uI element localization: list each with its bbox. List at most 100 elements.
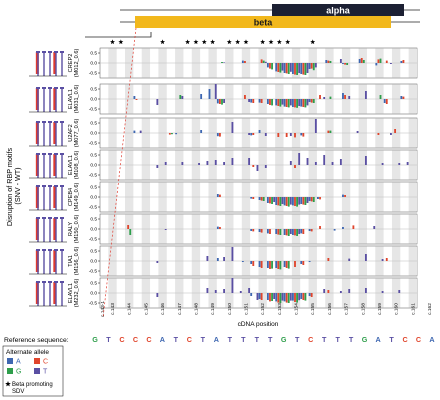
motif-logo-letter bbox=[43, 154, 45, 178]
bar bbox=[291, 197, 294, 206]
bar bbox=[260, 261, 263, 268]
panel-rbp-name: TIA1 bbox=[68, 255, 74, 267]
reference-base: T bbox=[335, 335, 340, 344]
motif-logo-letter bbox=[49, 186, 51, 210]
bar bbox=[296, 229, 298, 236]
bar bbox=[329, 130, 332, 133]
bar bbox=[344, 95, 346, 99]
bar bbox=[256, 165, 259, 171]
motif-logo-letter bbox=[43, 218, 45, 242]
motif-logo-letter bbox=[49, 250, 51, 274]
bar bbox=[298, 153, 301, 165]
alpha-isoform-bar bbox=[272, 4, 404, 16]
bar bbox=[342, 63, 344, 64]
motif-logo-letter bbox=[43, 88, 45, 112]
bar bbox=[271, 261, 273, 269]
bar bbox=[260, 293, 263, 300]
bar bbox=[342, 194, 344, 197]
bar bbox=[283, 63, 286, 73]
bar bbox=[317, 197, 319, 199]
bar bbox=[310, 293, 313, 297]
bar bbox=[381, 291, 384, 293]
bar bbox=[206, 161, 209, 165]
y-tick-label: -0.5 bbox=[89, 237, 98, 243]
motif-logo-letter bbox=[37, 88, 39, 112]
bar bbox=[250, 197, 253, 199]
bar bbox=[289, 161, 292, 165]
bar bbox=[266, 261, 269, 268]
motif-logo-letter bbox=[55, 88, 57, 112]
bar bbox=[294, 165, 296, 168]
bar bbox=[231, 247, 234, 261]
bar bbox=[364, 288, 367, 293]
beta-promoting-star bbox=[226, 39, 232, 45]
panel-rbp-label: CPEB4(M149_0.6) bbox=[68, 183, 80, 212]
bar bbox=[214, 84, 217, 99]
motif-logo-letter bbox=[37, 282, 39, 306]
y-tick-label: 0.5 bbox=[90, 249, 97, 255]
bar bbox=[344, 63, 346, 65]
motif-logo bbox=[29, 153, 67, 179]
bar bbox=[181, 162, 184, 165]
bar bbox=[285, 229, 288, 236]
bar bbox=[219, 227, 221, 229]
panel-motif-id: (M156_0.6) bbox=[74, 247, 80, 276]
y-tick-label: 0.5 bbox=[90, 87, 97, 93]
motif-logo-letter bbox=[53, 186, 57, 208]
bar bbox=[127, 225, 130, 229]
legend-star-label-line-1: Beta promoting bbox=[12, 382, 53, 388]
bar bbox=[327, 258, 330, 261]
y-axis-label-line-1: Disruption of RBP motifs bbox=[5, 148, 14, 227]
x-tick-label: c.144 bbox=[127, 303, 133, 315]
legend: Alternate allele A C G T Beta promoting SDV bbox=[2, 345, 64, 397]
x-tick-label: c.162 bbox=[427, 303, 433, 315]
beta-promoting-star bbox=[260, 39, 266, 45]
bar bbox=[277, 133, 280, 137]
reference-base: T bbox=[241, 335, 246, 344]
bar bbox=[250, 133, 253, 136]
y-tick-label: 0.5 bbox=[90, 121, 97, 127]
motif-logo-letter bbox=[61, 282, 63, 306]
bar bbox=[275, 99, 278, 106]
motif-logo-letter bbox=[43, 122, 45, 146]
bar bbox=[377, 133, 380, 135]
isoform-track: alpha beta bbox=[85, 4, 420, 38]
motif-logo-letter bbox=[53, 282, 57, 304]
panel-rbp-label: RALY(M150_0.6) bbox=[68, 215, 80, 244]
bar bbox=[294, 133, 296, 138]
bar bbox=[304, 63, 307, 75]
beta-isoform-bar bbox=[135, 16, 391, 28]
motif-logo bbox=[29, 185, 67, 211]
bar bbox=[319, 197, 321, 200]
bar bbox=[248, 99, 251, 102]
motif-logo-letter bbox=[37, 186, 39, 210]
legend-label-a: A bbox=[16, 359, 21, 366]
bar bbox=[231, 278, 234, 293]
bar bbox=[402, 96, 405, 99]
bar bbox=[323, 97, 326, 99]
splice-site-dashed-line bbox=[102, 27, 137, 319]
bar bbox=[216, 258, 219, 261]
bar bbox=[223, 257, 226, 261]
y-tick-label: -0.5 bbox=[89, 173, 98, 179]
bar bbox=[304, 293, 307, 301]
bar bbox=[231, 158, 234, 165]
bar bbox=[383, 99, 386, 103]
bar bbox=[216, 99, 219, 104]
bar bbox=[312, 99, 315, 103]
panel-motif-id: (M077_0.6) bbox=[74, 119, 80, 148]
beta-promoting-star bbox=[210, 39, 216, 45]
motif-logo bbox=[29, 87, 67, 113]
reference-sequence-label: Reference sequence: bbox=[4, 337, 69, 344]
bar bbox=[348, 96, 351, 99]
bar bbox=[252, 165, 255, 167]
panel-6: RALY(M150_0.6) 0.5 0.0 -0.5 bbox=[29, 213, 418, 245]
reference-base: G bbox=[281, 335, 287, 344]
legend-swatch-t bbox=[34, 368, 40, 374]
legend-box bbox=[2, 345, 64, 397]
reference-base: C bbox=[133, 335, 138, 344]
x-tick-label: c.157 bbox=[344, 303, 350, 315]
bar bbox=[287, 99, 290, 108]
reference-base: T bbox=[174, 335, 179, 344]
reference-base: G bbox=[362, 335, 368, 344]
